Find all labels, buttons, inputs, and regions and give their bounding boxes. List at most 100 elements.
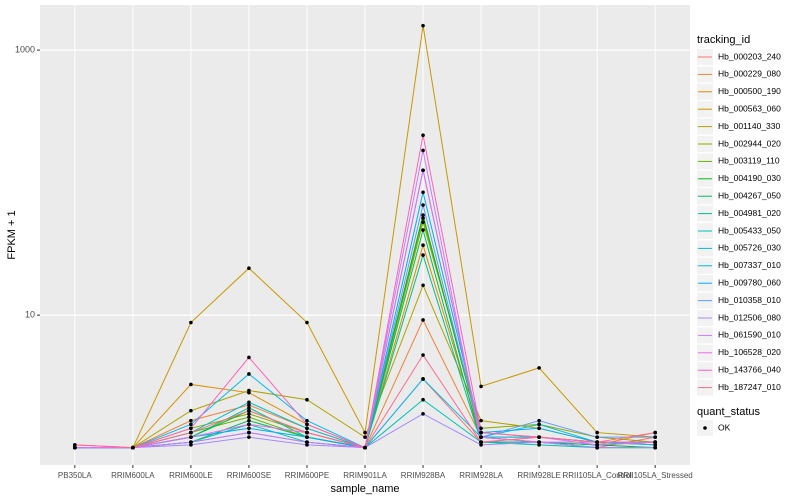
y-axis-label: FPKM + 1: [6, 210, 18, 259]
point: [595, 445, 599, 450]
point: [247, 412, 251, 416]
x-tick-label: RRIM600SE: [227, 471, 271, 480]
point: [189, 426, 193, 431]
x-tick-label: PB350LA: [58, 471, 92, 480]
legend-point: [703, 426, 707, 430]
x-tick-label: RRIM600LE: [169, 471, 213, 480]
point: [421, 353, 425, 357]
legend-label: Hb_012506_080: [718, 312, 781, 322]
point: [421, 243, 425, 248]
point: [537, 435, 541, 439]
point: [595, 443, 599, 447]
point: [363, 430, 367, 435]
point: [595, 440, 599, 444]
point: [421, 397, 425, 402]
point: [479, 435, 483, 439]
point: [305, 430, 309, 435]
point: [189, 435, 193, 439]
legend-label: OK: [718, 422, 731, 432]
point: [189, 408, 193, 413]
x-tick-label: RRII105LA_Stressed: [618, 471, 693, 480]
point: [653, 435, 657, 439]
legend-label: Hb_002944_020: [718, 138, 781, 148]
x-tick-label: RRIM928LA: [459, 471, 503, 480]
x-tick-label: RRIM928BA: [401, 471, 446, 480]
point: [421, 203, 425, 207]
legend-label: Hb_007337_010: [718, 260, 781, 270]
legend-label: Hb_187247_010: [718, 382, 781, 392]
point: [247, 388, 251, 393]
point: [247, 422, 251, 427]
point: [421, 220, 425, 224]
legend-label: Hb_000563_060: [718, 103, 781, 113]
legend-label: Hb_000203_240: [718, 51, 781, 61]
point: [305, 435, 309, 439]
point: [653, 440, 657, 444]
point: [421, 23, 425, 28]
point: [247, 435, 251, 439]
point: [247, 415, 251, 419]
point: [305, 422, 309, 427]
point: [479, 443, 483, 447]
point: [247, 430, 251, 435]
point: [653, 443, 657, 447]
point: [73, 445, 77, 450]
legend-label: Hb_004190_030: [718, 173, 781, 183]
point: [537, 440, 541, 444]
legend-label: Hb_106528_020: [718, 347, 781, 357]
x-tick-label: RRIM928LE: [517, 471, 561, 480]
point: [305, 440, 309, 444]
point: [479, 426, 483, 431]
legend-label: Hb_004981_020: [718, 208, 781, 218]
point: [537, 418, 541, 423]
point: [305, 320, 309, 325]
point: [247, 408, 251, 413]
point: [363, 435, 367, 439]
point: [537, 426, 541, 431]
point: [305, 397, 309, 402]
point: [73, 443, 77, 447]
point: [421, 228, 425, 232]
legend-label: Hb_000229_080: [718, 69, 781, 79]
point: [363, 445, 367, 450]
x-tick-label: RRII105LA_Control: [562, 471, 632, 480]
legend-label: Hb_005726_030: [718, 243, 781, 253]
point: [537, 443, 541, 447]
point: [479, 418, 483, 423]
legend-label: Hb_061590_010: [718, 330, 781, 340]
point: [537, 366, 541, 370]
y-tick-label: 1000: [15, 44, 35, 54]
point: [247, 355, 251, 360]
x-tick-label: RRIM901LA: [343, 471, 387, 480]
point: [479, 430, 483, 435]
y-tick-label: 10: [25, 310, 35, 320]
point: [421, 168, 425, 173]
point: [189, 418, 193, 423]
point: [247, 372, 251, 376]
point: [595, 435, 599, 439]
point: [421, 133, 425, 138]
point: [189, 422, 193, 427]
point: [421, 148, 425, 153]
point: [421, 213, 425, 217]
point: [189, 440, 193, 444]
point: [421, 216, 425, 220]
point: [247, 418, 251, 423]
legend-label: Hb_001140_330: [718, 121, 781, 131]
point: [421, 253, 425, 257]
point: [595, 430, 599, 435]
legend-label: Hb_005433_050: [718, 225, 781, 235]
point: [189, 382, 193, 387]
point: [131, 445, 135, 450]
point: [305, 426, 309, 431]
point: [189, 320, 193, 325]
x-axis-label: sample_name: [330, 483, 399, 495]
point: [247, 400, 251, 405]
legend-label: Hb_000500_190: [718, 86, 781, 96]
legend-label: Hb_009780_060: [718, 277, 781, 287]
point: [537, 422, 541, 427]
legend-title: quant_status: [697, 406, 760, 418]
legend-label: Hb_143766_040: [718, 364, 781, 374]
point: [189, 430, 193, 435]
